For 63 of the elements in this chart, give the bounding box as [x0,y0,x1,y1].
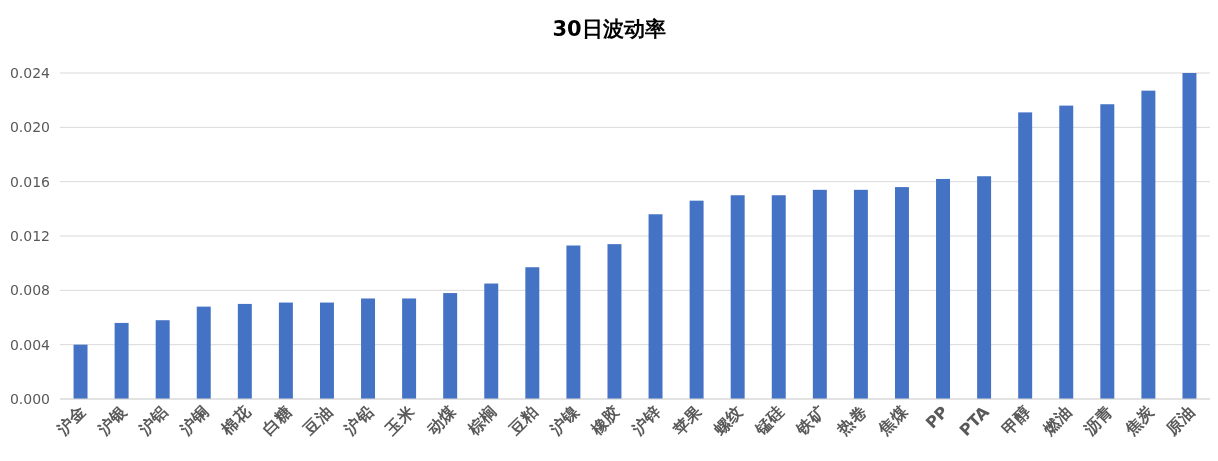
bar [977,176,992,399]
x-tick-label: 棉花 [216,401,255,440]
x-tick-label: 沪铅 [340,402,377,440]
y-tick-label: 0.004 [9,336,51,353]
chart-title: 30日波动率 [552,17,666,41]
x-tick-label: 锰硅 [750,402,788,440]
x-tick-label: 沪金 [52,402,90,440]
bar [1059,105,1074,399]
bar [648,214,663,399]
x-tick-label: 热卷 [832,402,870,440]
bar [1141,90,1156,399]
bar [730,195,745,399]
x-tick-label: 豆粕 [504,402,542,440]
x-tick-label: 苹果 [668,401,707,440]
x-tick-label: PP [921,402,953,433]
x-tick-label: 橡胶 [586,402,624,440]
bar [155,320,170,399]
x-tick-label: 玉米 [381,401,419,440]
bar [73,344,88,399]
x-tick-label: 沪锌 [627,402,665,440]
y-tick-label: 0.020 [9,119,50,136]
x-tick-label: 焦炭 [1120,401,1158,440]
bar [196,306,211,399]
bar [278,302,293,399]
bar [689,200,704,399]
bar [894,187,909,399]
bar [771,195,786,399]
x-tick-label: 棕榈 [463,402,501,440]
x-tick-label: 沪铝 [134,402,172,440]
bar [812,189,827,399]
bar [114,322,129,399]
x-tick-label: 焦煤 [874,401,912,440]
x-tick-label: 沪铜 [175,402,213,440]
bar [361,298,376,399]
bar [607,244,622,399]
y-tick-label: 0.024 [9,65,51,81]
bar [1182,73,1197,399]
x-tick-label: 铁矿 [791,402,829,440]
bar [525,267,540,399]
bar [853,189,868,399]
bar [566,245,581,399]
x-tick-label: 沪镍 [545,401,583,440]
x-tick-label: 燃油 [1038,402,1076,440]
x-tick-label: 豆油 [299,402,336,440]
x-tick-label: 动煤 [422,401,460,440]
bar [1100,104,1115,399]
x-tick-label: 白糖 [258,402,295,439]
y-tick-label: 0.008 [9,282,50,299]
bar [936,178,951,399]
y-tick-label: 0.016 [9,173,51,190]
x-tick-label: 螺纹 [709,402,747,440]
bar [1018,112,1033,399]
y-tick-label: 0.000 [9,391,50,407]
y-tick-label: 0.012 [9,228,50,244]
x-tick-label: 沪银 [93,401,132,440]
bar [484,283,499,399]
x-tick-label: 甲醇 [997,402,1035,439]
bar [237,303,252,399]
x-tick-label: 沥青 [1079,402,1117,440]
x-tick-label: 原油 [1161,402,1199,440]
bar [402,298,417,399]
bar [319,302,334,399]
bar [443,293,458,399]
